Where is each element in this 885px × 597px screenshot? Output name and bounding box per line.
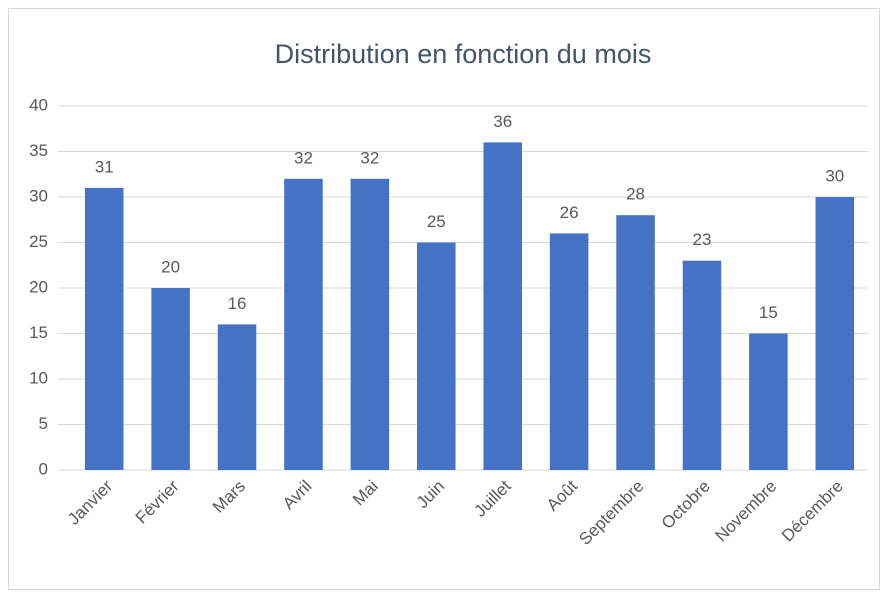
bar — [217, 324, 257, 470]
data-label: 16 — [228, 294, 247, 313]
bar — [682, 260, 722, 470]
y-tick-label: 15 — [29, 323, 48, 342]
bar — [284, 178, 323, 471]
bar — [616, 215, 655, 470]
data-label: 20 — [161, 257, 180, 276]
bar — [151, 288, 190, 470]
bar — [417, 242, 456, 470]
y-tick-label: 25 — [29, 232, 48, 251]
data-label: 23 — [692, 230, 711, 249]
y-tick-label: 35 — [29, 141, 48, 160]
data-label: 36 — [493, 112, 512, 131]
data-label: 32 — [294, 148, 313, 167]
data-label: 15 — [759, 303, 778, 322]
data-label: 30 — [825, 166, 844, 185]
bar — [749, 333, 788, 470]
y-tick-label: 5 — [39, 414, 48, 433]
y-tick-label: 40 — [29, 95, 48, 114]
bar — [350, 178, 390, 471]
bar — [549, 233, 589, 470]
data-label: 32 — [360, 148, 379, 167]
data-label: 25 — [427, 212, 446, 231]
bar — [815, 197, 855, 470]
data-label: 31 — [95, 157, 114, 176]
y-tick-label: 0 — [39, 459, 48, 478]
data-label: 28 — [626, 185, 645, 204]
y-tick-label: 10 — [29, 368, 48, 387]
y-tick-label: 30 — [29, 186, 48, 205]
data-label: 26 — [560, 203, 579, 222]
chart-title: Distribution en fonction du mois — [275, 39, 652, 69]
bar — [84, 187, 124, 470]
bar — [483, 142, 522, 470]
y-tick-label: 20 — [29, 277, 48, 296]
